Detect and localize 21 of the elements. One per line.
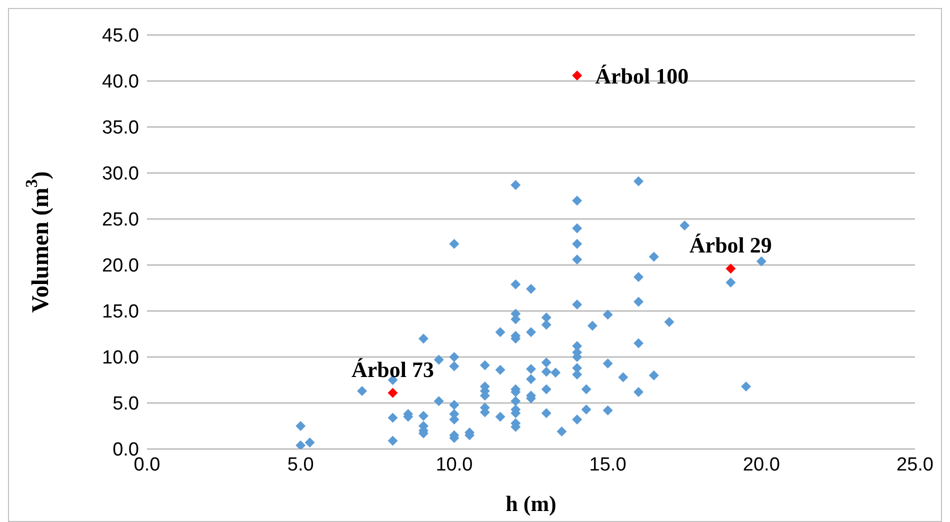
point	[388, 388, 398, 398]
y-tick-label: 40.0	[102, 72, 139, 93]
annotation: Árbol 100	[595, 63, 689, 88]
point	[726, 264, 736, 274]
x-tick-label: 5.0	[287, 454, 314, 476]
x-tick-label: 10.0	[436, 454, 473, 476]
x-axis-title: h (m)	[506, 491, 556, 516]
x-tick-label: 25.0	[896, 454, 934, 476]
annotation: Árbol 29	[689, 232, 772, 258]
y-tick-label: 15.0	[102, 302, 139, 323]
annotation: Árbol 73	[352, 356, 434, 382]
y-tick-label: 20.0	[102, 256, 139, 277]
y-tick-label: 10.0	[102, 348, 139, 369]
y-tick-label: 5.0	[112, 394, 139, 415]
point	[572, 70, 582, 80]
y-tick-label: 30.0	[102, 164, 139, 185]
y-tick-label: 45.0	[102, 26, 139, 47]
y-tick-label: 25.0	[102, 210, 139, 231]
x-tick-label: 15.0	[589, 454, 626, 476]
x-tick-label: 20.0	[742, 454, 780, 476]
y-tick-label: 35.0	[102, 118, 139, 139]
